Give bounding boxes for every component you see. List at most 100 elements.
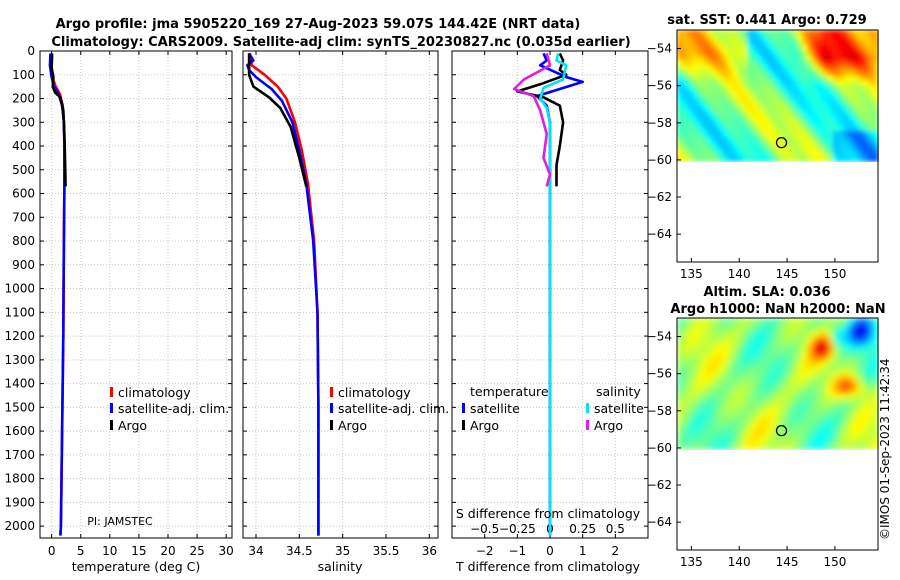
sla-heatmap bbox=[677, 318, 879, 450]
depth-tick-label: 1400 bbox=[4, 377, 35, 391]
difference-series-salinity-argo bbox=[512, 53, 552, 187]
legend-label-climatology: climatology bbox=[338, 385, 411, 400]
slaImg-cells bbox=[677, 318, 879, 450]
legend-swatch-sal-argo bbox=[586, 420, 589, 430]
salinity-xtick-label: 34 bbox=[248, 544, 263, 558]
depth-tick-label: 500 bbox=[12, 163, 35, 177]
salinity-diff-tick-label: −0.5 bbox=[470, 522, 499, 536]
temperature-xtick-label: 25 bbox=[189, 544, 204, 558]
legend-swatch-climatology bbox=[330, 387, 333, 397]
salinity-series-climatology bbox=[248, 53, 320, 536]
salinity-axes-box bbox=[242, 50, 439, 539]
map-xtick-label: 150 bbox=[823, 267, 846, 281]
temperature-axes-box bbox=[39, 50, 233, 539]
depth-tick-label: 1800 bbox=[4, 472, 35, 486]
temperature-xtick-label: 30 bbox=[219, 544, 234, 558]
depth-tick-label: 400 bbox=[12, 139, 35, 153]
salinity-xtick-label: 35 bbox=[335, 544, 350, 558]
difference-lines bbox=[512, 52, 585, 536]
figure-title-line1: Argo profile: jma 5905220_169 27-Aug-202… bbox=[56, 17, 581, 32]
map-ytick-label: −54 bbox=[647, 42, 672, 56]
salinity-xtick-label: 36 bbox=[422, 544, 437, 558]
legend-label-climatology: climatology bbox=[118, 385, 191, 400]
map-ytick-label: −56 bbox=[647, 367, 672, 381]
sst-map-title: sat. SST: 0.441 Argo: 0.729 bbox=[667, 13, 866, 28]
legend-label-temp-argo: Argo bbox=[470, 418, 499, 433]
legend-swatch-satellite bbox=[330, 403, 333, 413]
legend-swatch-temp-satellite bbox=[462, 403, 465, 413]
map-ytick-label: −60 bbox=[647, 441, 672, 455]
temperature-legend: climatology satellite-adj. clim. Argo bbox=[110, 385, 229, 433]
difference-xtick-label: −2 bbox=[476, 544, 494, 558]
depth-tick-label: 600 bbox=[12, 187, 35, 201]
map-ytick-label: −56 bbox=[647, 79, 672, 93]
legend-heading-temperature: temperature bbox=[470, 384, 549, 399]
map-xtick-label: 145 bbox=[776, 555, 799, 569]
temperature-ticks: 0100200300400500600700800900100011001200… bbox=[4, 44, 233, 558]
temperature-xlabel: temperature (deg C) bbox=[72, 559, 201, 574]
map-ytick-label: −64 bbox=[647, 515, 672, 529]
difference-legend: temperature salinity satellite Argo sate… bbox=[462, 384, 644, 433]
legend-heading-salinity: salinity bbox=[596, 384, 641, 399]
legend-swatch-temp-argo bbox=[462, 420, 465, 430]
depth-tick-label: 1300 bbox=[4, 353, 35, 367]
difference-axes-box bbox=[451, 50, 649, 539]
depth-tick-label: 1900 bbox=[4, 495, 35, 509]
depth-tick-label: 300 bbox=[12, 115, 35, 129]
depth-tick-label: 700 bbox=[12, 210, 35, 224]
pi-annotation: PI: JAMSTEC bbox=[87, 515, 153, 528]
salinity-xtick-label: 34.5 bbox=[286, 544, 313, 558]
salinity-xtick-label: 35.5 bbox=[373, 544, 400, 558]
argo-position-marker bbox=[775, 137, 788, 149]
sla-map-title-line1: Altim. SLA: 0.036 bbox=[704, 285, 831, 300]
legend-label-argo: Argo bbox=[118, 418, 147, 433]
map-xtick-label: 135 bbox=[680, 267, 703, 281]
depth-tick-label: 100 bbox=[12, 68, 35, 82]
map-xtick-label: 140 bbox=[728, 267, 751, 281]
sst-heatmap bbox=[677, 30, 879, 162]
temperature-lines bbox=[48, 53, 67, 536]
salinity-lines bbox=[246, 52, 320, 536]
salinity-diff-tick-label: 0.25 bbox=[569, 522, 596, 536]
depth-tick-label: 1600 bbox=[4, 424, 35, 438]
depth-tick-label: 1700 bbox=[4, 448, 35, 462]
salinity-series-satellite-adj-clim- bbox=[246, 52, 320, 536]
map-xtick-label: 145 bbox=[776, 267, 799, 281]
map-xtick-label: 150 bbox=[823, 555, 846, 569]
legend-label-sal-satellite: satellite bbox=[594, 401, 644, 416]
sst-map-frame bbox=[676, 29, 879, 263]
legend-swatch-climatology bbox=[110, 387, 113, 397]
legend-label-sal-argo: Argo bbox=[594, 418, 623, 433]
temperature-panel: 0100200300400500600700800900100011001200… bbox=[4, 44, 233, 574]
depth-tick-label: 1200 bbox=[4, 329, 35, 343]
salinity-ticks: 34 34.5 35 35.5 36 bbox=[243, 50, 438, 558]
legend-label-argo: Argo bbox=[338, 418, 367, 433]
temperature-xtick-label: 15 bbox=[131, 544, 146, 558]
sst-map-panel: sat. SST: 0.441 Argo: 0.729 135 140 145 150… bbox=[647, 13, 879, 281]
depth-tick-label: 200 bbox=[12, 92, 35, 106]
map-xtick-label: 140 bbox=[728, 555, 751, 569]
sla-map-panel: Altim. SLA: 0.036 Argo h1000: NaN h2000:… bbox=[647, 285, 886, 569]
depth-tick-label: 800 bbox=[12, 234, 35, 248]
legend-label-temp-satellite: satellite bbox=[470, 401, 520, 416]
temperature-series-argo bbox=[50, 53, 67, 187]
depth-tick-label: 0 bbox=[27, 44, 35, 58]
temperature-xtick-label: 20 bbox=[160, 544, 175, 558]
difference-xtick-label: 2 bbox=[612, 544, 620, 558]
legend-label-satellite: satellite-adj. clim. bbox=[118, 401, 229, 416]
temperature-xtick-label: 5 bbox=[77, 544, 85, 558]
sla-map-frame bbox=[676, 317, 879, 551]
sstImg-cells bbox=[677, 30, 879, 162]
map-ytick-label: −60 bbox=[647, 153, 672, 167]
map-ytick-label: −58 bbox=[647, 116, 672, 130]
legend-swatch-argo bbox=[110, 420, 113, 430]
map-ytick-label: −58 bbox=[647, 404, 672, 418]
difference-xlabel-top: S difference from climatology bbox=[456, 506, 641, 521]
temperature-xtick-label: 0 bbox=[48, 544, 56, 558]
map-xtick-label: 135 bbox=[680, 555, 703, 569]
salinity-xlabel: salinity bbox=[318, 559, 363, 574]
salinity-panel: 34 34.5 35 35.5 36 salinity climatology sate… bbox=[242, 50, 449, 574]
legend-swatch-satellite bbox=[110, 403, 113, 413]
argo-position-marker bbox=[775, 425, 788, 437]
